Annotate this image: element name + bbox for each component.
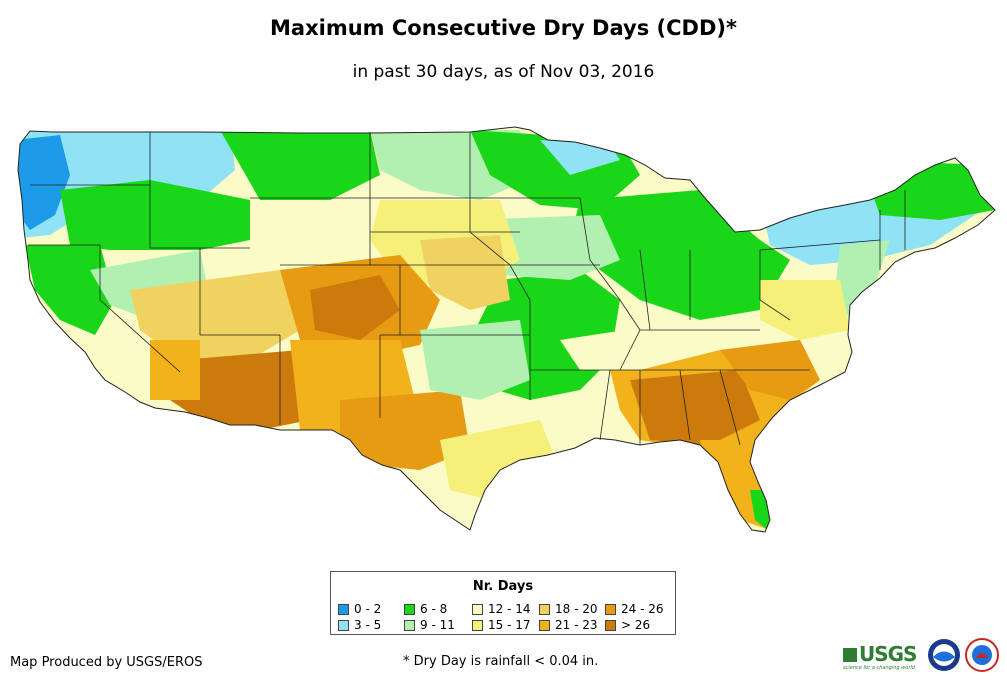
usgs-wave-icon bbox=[843, 648, 857, 662]
usgs-tagline: science for a changing world bbox=[843, 665, 915, 671]
legend-swatch bbox=[472, 620, 483, 631]
legend-item: 18 - 20 bbox=[539, 603, 598, 617]
agency-logos: USGS science for a changing world bbox=[843, 638, 1003, 678]
legend-swatch bbox=[605, 620, 616, 631]
dry-day-footnote: * Dry Day is rainfall < 0.04 in. bbox=[403, 654, 599, 669]
legend-item: 21 - 23 bbox=[539, 619, 598, 633]
map-title: Maximum Consecutive Dry Days (CDD)* bbox=[270, 16, 737, 40]
legend-swatch bbox=[404, 604, 415, 615]
nws-logo-icon bbox=[965, 638, 999, 672]
legend-swatch bbox=[605, 604, 616, 615]
legend-swatch bbox=[539, 620, 550, 631]
legend-swatch bbox=[338, 620, 349, 631]
legend-item: 3 - 5 bbox=[338, 619, 381, 633]
map-credit: Map Produced by USGS/EROS bbox=[10, 655, 203, 670]
legend-swatch bbox=[404, 620, 415, 631]
legend-swatch bbox=[539, 604, 550, 615]
legend: Nr. Days 0 - 2 3 - 5 6 - 8 9 - 11 12 - 1… bbox=[330, 571, 676, 635]
legend-swatch bbox=[338, 604, 349, 615]
legend-item: 0 - 2 bbox=[338, 603, 381, 617]
legend-item: 15 - 17 bbox=[472, 619, 531, 633]
legend-swatch bbox=[472, 604, 483, 615]
legend-item: > 26 bbox=[605, 619, 650, 633]
legend-item: 6 - 8 bbox=[404, 603, 447, 617]
usgs-logo: USGS bbox=[843, 642, 917, 666]
legend-item: 12 - 14 bbox=[472, 603, 531, 617]
state-boundaries bbox=[17, 126, 996, 533]
cdd-raster bbox=[18, 127, 995, 532]
legend-item: 24 - 26 bbox=[605, 603, 664, 617]
noaa-logo-icon bbox=[928, 639, 960, 671]
map-subtitle: in past 30 days, as of Nov 03, 2016 bbox=[352, 62, 655, 82]
legend-item: 9 - 11 bbox=[404, 619, 455, 633]
legend-title: Nr. Days bbox=[472, 579, 534, 594]
